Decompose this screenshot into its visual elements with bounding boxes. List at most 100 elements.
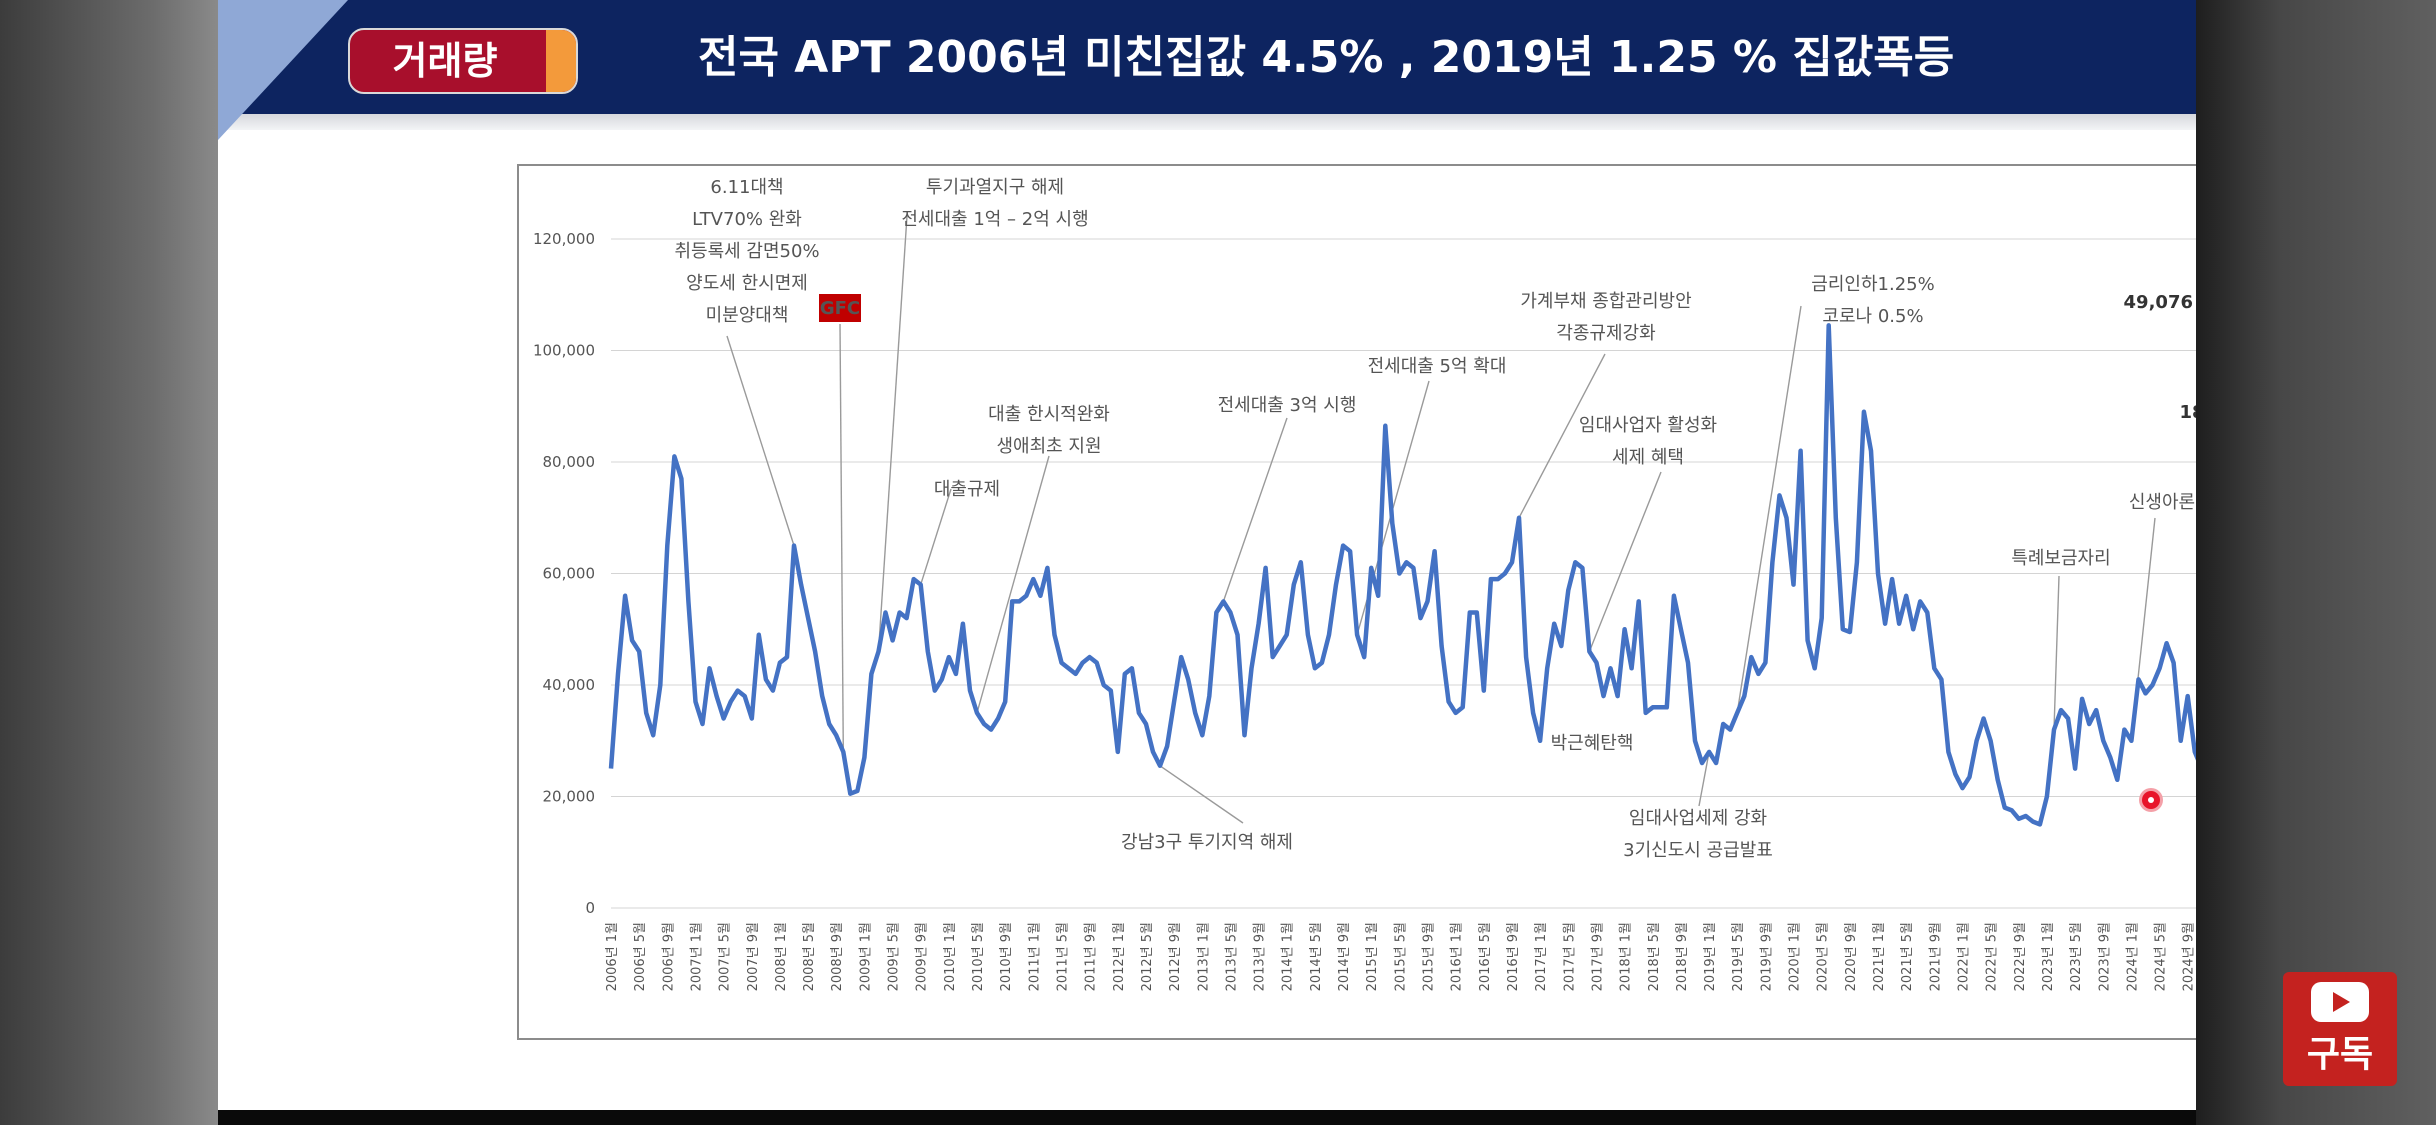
annotation-household-debt: 각종규제강화 bbox=[1556, 323, 1655, 344]
annotation-jeonse-3: 전세대출 3억 시행 bbox=[1218, 395, 1357, 416]
series-line bbox=[608, 323, 2196, 827]
x-tick-label: 2020년 5월 bbox=[1816, 922, 1831, 991]
x-tick-label: 2007년 9월 bbox=[746, 922, 761, 991]
x-tick-label: 2020년 1월 bbox=[1788, 922, 1803, 991]
annotation-611-measures: 미분양대책 bbox=[706, 305, 789, 326]
annotation-loan-regulation: 대출규제 bbox=[934, 479, 1000, 500]
annotation-special-loan-leader bbox=[2053, 575, 2060, 730]
annotation-gangnam: 강남3구 투기지역 해제 bbox=[1121, 832, 1293, 853]
x-tick-label: 2019년 1월 bbox=[1703, 922, 1718, 991]
x-tick-label: 2013년 9월 bbox=[1253, 922, 1268, 991]
header-corner-accent bbox=[218, 0, 348, 140]
badge-tab bbox=[546, 30, 576, 92]
annotation-rental-tax: 3기신도시 공급발표 bbox=[1623, 840, 1773, 861]
x-tick-label: 2021년 9월 bbox=[1928, 922, 1943, 991]
x-tick-label: 2014년 5월 bbox=[1309, 922, 1324, 991]
annotation-jeonse-5: 전세대출 5억 확대 bbox=[1368, 356, 1507, 377]
annotation-impeachment: 박근혜탄핵 bbox=[1551, 733, 1634, 754]
y-tick-label: 20,000 bbox=[543, 788, 596, 806]
annotation-rental-tax: 임대사업세제 강화 bbox=[1629, 808, 1767, 829]
annotation-611-measures: 양도세 한시면제 bbox=[686, 273, 808, 294]
subscribe-button[interactable]: 구독 bbox=[2283, 972, 2397, 1086]
x-tick-label: 2023년 1월 bbox=[2041, 922, 2056, 991]
annotation-rental-business: 세제 혜택 bbox=[1612, 447, 1684, 468]
annotation-611-leader bbox=[726, 335, 795, 546]
x-tick-label: 2015년 5월 bbox=[1393, 922, 1408, 991]
x-tick-label: 2015년 1월 bbox=[1365, 922, 1380, 991]
slide: 거래량 전국 APT 2006년 미친집값 4.5% , 2019년 1.25 … bbox=[218, 0, 2196, 1110]
annotation-611-measures: 6.11대책 bbox=[710, 177, 783, 198]
y-tick-label: 100,000 bbox=[533, 342, 595, 360]
x-tick-label: 2018년 1월 bbox=[1619, 922, 1634, 991]
x-tick-label: 2012년 9월 bbox=[1168, 922, 1183, 991]
annotation-rental-leader bbox=[1588, 471, 1662, 652]
x-tick-label: 2022년 1월 bbox=[1957, 922, 1972, 991]
x-tick-label: 2009년 5월 bbox=[887, 922, 902, 991]
x-tick-label: 2022년 9월 bbox=[2013, 922, 2028, 991]
x-tick-label: 2016년 1월 bbox=[1450, 922, 1465, 991]
annotation-611-measures: LTV70% 완화 bbox=[692, 209, 802, 230]
x-tick-label: 2021년 1월 bbox=[1872, 922, 1887, 991]
x-tick-label: 2006년 1월 bbox=[605, 922, 620, 991]
y-tick-label: 120,000 bbox=[533, 230, 595, 248]
x-tick-label: 2021년 5월 bbox=[1900, 922, 1915, 991]
x-tick-label: 2024년 1월 bbox=[2125, 922, 2140, 991]
x-tick-label: 2016년 9월 bbox=[1506, 922, 1521, 991]
annotation-rental-business: 임대사업자 활성화 bbox=[1579, 415, 1717, 436]
x-tick-label: 2024년 5월 bbox=[2154, 922, 2169, 991]
y-tick-label: 60,000 bbox=[543, 565, 596, 583]
annotation-rate-cut: 금리인하1.25% bbox=[1811, 274, 1934, 295]
annotation-loan-regulation-leader bbox=[920, 488, 952, 585]
annotation-temporary-easing: 생애최초 지원 bbox=[996, 436, 1101, 457]
x-tick-label: 2019년 5월 bbox=[1731, 922, 1746, 991]
x-tick-label: 2018년 9월 bbox=[1675, 922, 1690, 991]
x-tick-label: 2008년 5월 bbox=[802, 922, 817, 991]
slide-title: 전국 APT 2006년 미친집값 4.5% , 2019년 1.25 % 집값… bbox=[698, 32, 1955, 83]
x-tick-label: 2008년 1월 bbox=[774, 922, 789, 991]
x-tick-label: 2011년 1월 bbox=[1027, 922, 1042, 991]
annotation-speculation-zone: 투기과열지구 해제 bbox=[926, 177, 1064, 198]
right-side-panel bbox=[2196, 0, 2436, 1125]
annotation-easing-leader bbox=[976, 455, 1050, 714]
x-tick-label: 2007년 5월 bbox=[718, 922, 733, 991]
x-tick-label: 2014년 9월 bbox=[1337, 922, 1352, 991]
bottom-bar bbox=[218, 1110, 2196, 1125]
x-tick-label: 2023년 9월 bbox=[2097, 922, 2112, 991]
annotation-jeonse3-leader bbox=[1222, 417, 1288, 602]
volume-badge-label: 거래량 bbox=[392, 39, 498, 83]
annotation-gfc-leader bbox=[839, 323, 844, 752]
x-tick-label: 2017년 9월 bbox=[1591, 922, 1606, 991]
record-indicator-icon bbox=[2142, 791, 2160, 809]
y-tick-label: 0 bbox=[585, 899, 595, 917]
annotation-household-leader bbox=[1518, 353, 1606, 519]
annotation-gfc: GFC bbox=[820, 298, 860, 319]
header-shadow bbox=[218, 114, 2196, 130]
x-tick-label: 2009년 1월 bbox=[858, 922, 873, 991]
x-tick-label: 2011년 5월 bbox=[1056, 922, 1071, 991]
x-tick-label: 2020년 9월 bbox=[1844, 922, 1859, 991]
x-tick-label: 2007년 1월 bbox=[690, 922, 705, 991]
x-tick-label: 2013년 1월 bbox=[1196, 922, 1211, 991]
annotation-special-loan: 특례보금자리 bbox=[2011, 548, 2110, 569]
end-label-last: 18,731 bbox=[2180, 402, 2196, 423]
gfc-box bbox=[819, 294, 861, 322]
annotation-rate-cut: 코로나 0.5% bbox=[1822, 306, 1923, 327]
annotation-gangnam-leader bbox=[1159, 765, 1244, 824]
x-tick-label: 2013년 5월 bbox=[1224, 922, 1239, 991]
x-tick-label: 2010년 9월 bbox=[999, 922, 1014, 991]
x-tick-label: 2017년 5월 bbox=[1562, 922, 1577, 991]
left-side-panel bbox=[0, 0, 218, 1125]
chart-frame: 0 20,000 40,000 60,000 80,000 100,000 120,000 … bbox=[517, 164, 2196, 1040]
x-tick-label: 2017년 1월 bbox=[1534, 922, 1549, 991]
annotation-speculation-zone: 전세대출 1억 – 2억 시행 bbox=[901, 209, 1088, 230]
annotation-rental-tax-leader bbox=[1698, 751, 1710, 807]
x-tick-label: 2010년 5월 bbox=[971, 922, 986, 991]
x-tick-label: 2023년 5월 bbox=[2069, 922, 2084, 991]
play-icon bbox=[2311, 982, 2369, 1022]
x-tick-label: 2010년 1월 bbox=[943, 922, 958, 991]
x-tick-label: 2014년 1월 bbox=[1281, 922, 1296, 991]
x-tick-label: 2012년 1월 bbox=[1112, 922, 1127, 991]
x-tick-label: 2022년 5월 bbox=[1985, 922, 2000, 991]
x-tick-label: 2009년 9월 bbox=[915, 922, 930, 991]
line-chart: 020,00040,00060,00080,000100,000120,000 … bbox=[533, 177, 2196, 991]
